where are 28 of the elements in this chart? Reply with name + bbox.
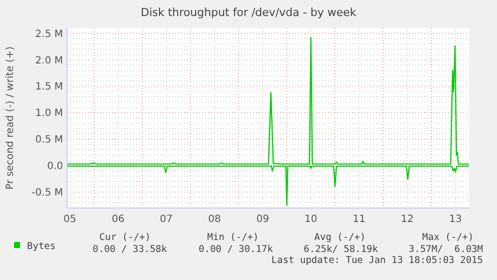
x-tick-label: 13	[449, 214, 462, 225]
y-tick-label: 0.0	[47, 161, 63, 172]
text: Max (-/+)	[422, 232, 474, 243]
text: 6.25k/ 58.19k	[304, 244, 378, 255]
text: 3.57M/ 6.03M	[408, 244, 484, 255]
legend-label: Bytes	[27, 241, 56, 252]
text: 0.00 / 30.17k	[198, 244, 274, 255]
y-tick-label: 0.5 M	[35, 134, 63, 146]
chart-title: Disk throughput for /dev/vda - by week	[140, 6, 357, 19]
text: Min (-/+)	[207, 232, 259, 243]
y-tick-label: 1.0 M	[35, 108, 63, 120]
y-tick-label: 1.5 M	[35, 82, 63, 93]
y-tick-label: 2.0 M	[35, 55, 63, 66]
x-tick-label: 12	[400, 214, 414, 225]
x-tick-label: 08	[208, 214, 221, 225]
x-tick-label: 11	[352, 214, 366, 225]
x-tick-label: 10	[304, 214, 318, 225]
text: Avg (-/+)	[314, 232, 366, 243]
y-tick-label: -0.5 M	[32, 188, 63, 199]
x-tick-label: 07	[160, 214, 173, 225]
text: Last update: Tue Jan 13 18:05:03 2015	[271, 255, 483, 266]
x-tick-label: 05	[64, 214, 76, 225]
y-tick-label: 2.5 M	[35, 28, 63, 40]
x-tick-label: 09	[256, 214, 270, 225]
y-axis-title: Pr second read (-) / write (+)	[5, 46, 16, 190]
text: 0.00 / 33.58k	[92, 244, 168, 255]
x-tick-label: 06	[112, 214, 124, 225]
text: Cur (-/+)	[99, 232, 151, 243]
